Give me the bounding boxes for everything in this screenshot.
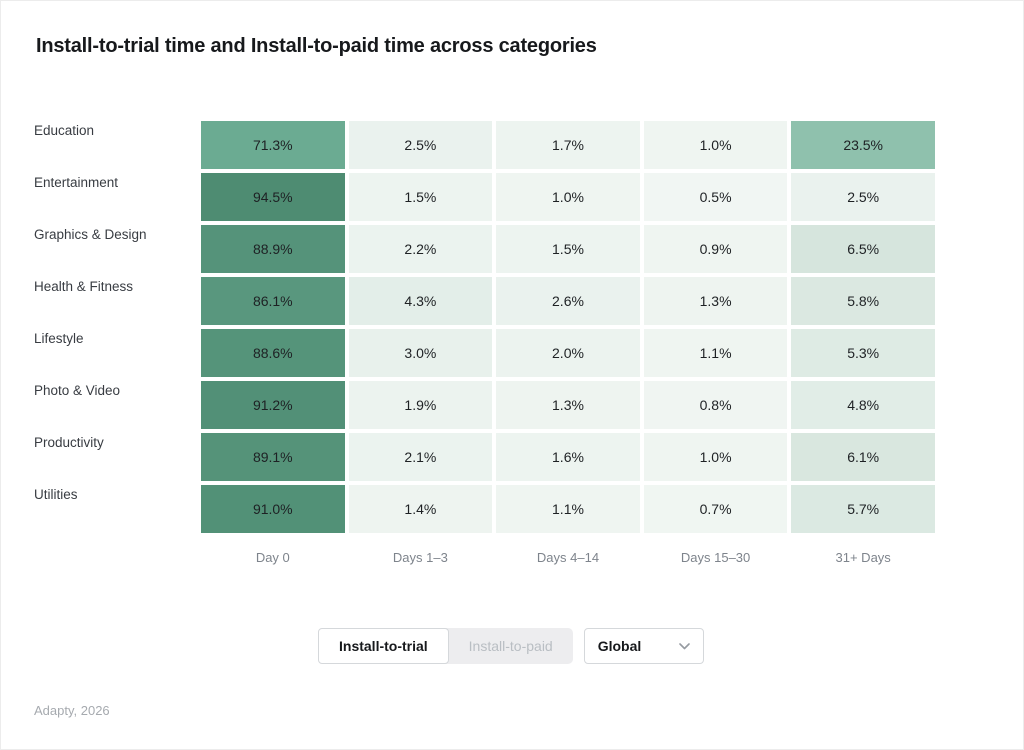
heatmap-cell: 88.6% <box>201 329 345 377</box>
heatmap-cell: 91.2% <box>201 381 345 429</box>
heatmap-cell: 94.5% <box>201 173 345 221</box>
heatmap-cell: 3.0% <box>348 329 493 377</box>
heatmap-row: Graphics & Design 88.9% 2.2% 1.5% 0.9% 6.5% <box>34 225 935 273</box>
heatmap-cell: 1.0% <box>643 121 788 169</box>
heatmap-cell: 0.5% <box>643 173 788 221</box>
heatmap-cell: 1.5% <box>496 225 640 273</box>
heatmap-cell: 88.9% <box>201 225 345 273</box>
heatmap: Education 71.3% 2.5% 1.7% 1.0% 23.5% Entertain… <box>34 121 935 537</box>
heatmap-row: Entertainment 94.5% 1.5% 1.0% 0.5% 2.5% <box>34 173 935 221</box>
heatmap-cell: 0.7% <box>643 485 788 533</box>
heatmap-row-cells: 91.0% 1.4% 1.1% 0.7% 5.7% <box>201 485 935 533</box>
heatmap-cell: 1.0% <box>643 433 788 481</box>
region-dropdown[interactable]: Global <box>583 628 704 664</box>
heatmap-cell: 2.1% <box>348 433 493 481</box>
heatmap-cell: 1.0% <box>496 173 640 221</box>
heatmap-cell: 2.0% <box>496 329 640 377</box>
chart-controls: Install-to-trial Install-to-paid Global <box>318 628 704 664</box>
heatmap-row: Utilities 91.0% 1.4% 1.1% 0.7% 5.7% <box>34 485 935 533</box>
heatmap-cell: 1.5% <box>348 173 493 221</box>
heatmap-row-cells: 88.9% 2.2% 1.5% 0.9% 6.5% <box>201 225 935 273</box>
heatmap-row: Education 71.3% 2.5% 1.7% 1.0% 23.5% <box>34 121 935 169</box>
heatmap-cell: 6.1% <box>791 433 935 481</box>
x-axis-label: 31+ Days <box>835 550 891 565</box>
toggle-install-to-trial[interactable]: Install-to-trial <box>318 628 449 664</box>
heatmap-cell: 4.3% <box>348 277 493 325</box>
heatmap-cell: 5.8% <box>791 277 935 325</box>
heatmap-row-cells: 94.5% 1.5% 1.0% 0.5% 2.5% <box>201 173 935 221</box>
heatmap-cell: 2.6% <box>496 277 640 325</box>
heatmap-cell: 1.3% <box>643 277 788 325</box>
row-label: Entertainment <box>34 175 119 190</box>
heatmap-cell: 1.6% <box>496 433 640 481</box>
x-axis-label: Days 15–30 <box>680 550 751 565</box>
row-label: Productivity <box>34 435 104 450</box>
x-axis-label: Days 1–3 <box>392 550 448 565</box>
x-axis-label: Days 4–14 <box>536 550 600 565</box>
heatmap-row-cells: 86.1% 4.3% 2.6% 1.3% 5.8% <box>201 277 935 325</box>
row-label: Utilities <box>34 487 78 502</box>
toggle-install-to-paid[interactable]: Install-to-paid <box>468 638 553 654</box>
heatmap-cell: 5.7% <box>791 485 935 533</box>
chart-title: Install-to-trial time and Install-to-pai… <box>36 35 597 57</box>
region-dropdown-value: Global <box>597 638 642 654</box>
heatmap-cell: 2.5% <box>348 121 493 169</box>
heatmap-cell: 86.1% <box>201 277 345 325</box>
heatmap-cell: 91.0% <box>201 485 345 533</box>
heatmap-cell: 1.9% <box>348 381 493 429</box>
x-axis-labels: Day 0 Days 1–3 Days 4–14 Days 15–30 31+ Days <box>201 550 935 565</box>
heatmap-cell: 0.9% <box>643 225 788 273</box>
row-label: Graphics & Design <box>34 227 147 242</box>
heatmap-cell: 1.1% <box>496 485 640 533</box>
heatmap-row: Productivity 89.1% 2.1% 1.6% 1.0% 6.1% <box>34 433 935 481</box>
heatmap-cell: 2.5% <box>791 173 935 221</box>
heatmap-row: Photo & Video 91.2% 1.9% 1.3% 0.8% 4.8% <box>34 381 935 429</box>
row-label: Photo & Video <box>34 383 121 398</box>
heatmap-cell: 71.3% <box>201 121 345 169</box>
heatmap-cell: 4.8% <box>791 381 935 429</box>
chevron-down-icon <box>678 642 690 649</box>
heatmap-cell: 5.3% <box>791 329 935 377</box>
heatmap-row-cells: 89.1% 2.1% 1.6% 1.0% 6.1% <box>201 433 935 481</box>
heatmap-cell: 6.5% <box>791 225 935 273</box>
heatmap-row-cells: 88.6% 3.0% 2.0% 1.1% 5.3% <box>201 329 935 377</box>
x-axis-label: Day 0 <box>255 550 290 565</box>
heatmap-row: Lifestyle 88.6% 3.0% 2.0% 1.1% 5.3% <box>34 329 935 377</box>
source-attribution: Adapty, 2026 <box>34 703 110 718</box>
heatmap-cell: 89.1% <box>201 433 345 481</box>
heatmap-cell: 1.7% <box>496 121 640 169</box>
heatmap-row: Health & Fitness 86.1% 4.3% 2.6% 1.3% 5.8% <box>34 277 935 325</box>
row-label: Lifestyle <box>34 331 84 346</box>
heatmap-row-cells: 91.2% 1.9% 1.3% 0.8% 4.8% <box>201 381 935 429</box>
metric-toggle-group: Install-to-trial Install-to-paid <box>318 628 573 664</box>
heatmap-cell: 23.5% <box>791 121 935 169</box>
heatmap-row-cells: 71.3% 2.5% 1.7% 1.0% 23.5% <box>201 121 935 169</box>
heatmap-cell: 2.2% <box>348 225 493 273</box>
heatmap-cell: 1.4% <box>348 485 493 533</box>
heatmap-cell: 1.1% <box>643 329 788 377</box>
row-label: Health & Fitness <box>34 279 134 294</box>
heatmap-cell: 1.3% <box>496 381 640 429</box>
row-label: Education <box>34 123 95 138</box>
heatmap-cell: 0.8% <box>643 381 788 429</box>
